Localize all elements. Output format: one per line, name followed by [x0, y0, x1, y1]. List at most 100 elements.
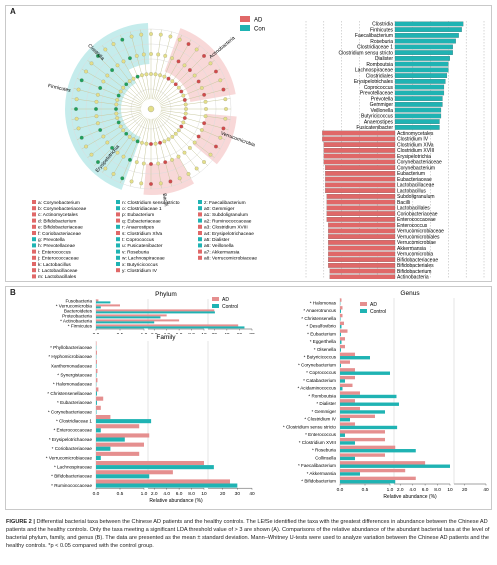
lda-bar-label: Subdoligranulum: [397, 194, 435, 200]
lda-bar: [325, 188, 396, 194]
clado-key-item: c: Actinomycetales: [38, 212, 78, 218]
row-label: * Christensenellaceae: [47, 391, 92, 396]
clado-node: [208, 152, 213, 157]
clado-key-swatch: [116, 243, 120, 248]
clado-node: [139, 181, 144, 186]
lda-bar: [326, 205, 396, 211]
row-label: * Actinobacteria: [60, 319, 92, 324]
clado-node: [192, 73, 197, 78]
bar-ad: [96, 470, 173, 475]
row-label: Fusobacteria: [65, 299, 92, 304]
bar-ad: [340, 321, 344, 326]
clado-key-item: h: Prevotellaceae: [38, 243, 75, 249]
clado-branch: [153, 31, 172, 100]
lda-bar-label: Eubacteriaceae: [397, 177, 432, 183]
tick-label: 10: [201, 491, 207, 497]
clado-node: [131, 76, 136, 81]
row-label: * Olsenella: [314, 347, 337, 352]
bar-ad: [340, 476, 416, 481]
row-label: * Faecalibacterium: [298, 463, 336, 468]
row-label: * Romboutsia: [308, 393, 336, 398]
row-label: * Verrucomicrobiaceae: [46, 455, 93, 460]
tick-label: 0.0: [93, 332, 100, 334]
clado-branch: [73, 111, 142, 130]
clado-node: [95, 92, 100, 97]
bar-ad: [96, 378, 98, 383]
lda-bar: [394, 67, 449, 73]
lda-bar-label: Actinobacteria: [397, 275, 429, 279]
clado-node: [182, 98, 187, 102]
lda-bar: [394, 84, 445, 90]
clado-node: [131, 137, 136, 142]
clado-key-item: t: Coprococcus: [122, 237, 155, 243]
tick-label: 8.0: [434, 487, 441, 493]
row-label: * Firmicutes: [68, 324, 93, 329]
bar-control: [340, 472, 360, 476]
clado-branch: [81, 113, 143, 150]
bar-control: [340, 317, 341, 321]
tick-label: 0.5: [117, 332, 124, 334]
lda-bar-label: Clostridiaceae 1: [357, 45, 393, 51]
clado-node: [139, 32, 144, 37]
clado-node: [124, 82, 129, 87]
clado-node: [134, 53, 139, 58]
clado-node: [121, 128, 126, 133]
clado-node: [79, 78, 84, 83]
clado-branch: [160, 111, 229, 130]
tick-label: 60: [237, 332, 243, 334]
clado-node: [214, 69, 218, 74]
bar-control: [96, 465, 214, 470]
clado-node: [95, 121, 100, 126]
tick-label: 2.0: [397, 487, 404, 493]
bar-control: [340, 456, 355, 461]
clado-node: [128, 157, 132, 162]
clado-node: [170, 134, 175, 139]
clado-key-swatch: [32, 255, 36, 260]
clado-key-swatch: [32, 243, 36, 248]
clado-branch: [156, 45, 200, 102]
clado-node: [135, 139, 140, 144]
bar-ad: [340, 360, 350, 364]
bar-control: [340, 340, 342, 344]
chart-title: Family: [156, 334, 176, 341]
bar-ad: [340, 391, 360, 395]
lda-bar-label: Lachnospiraceae: [355, 68, 393, 74]
lda-bar-label: Erysipelotrichales: [354, 79, 394, 85]
clado-node: [177, 37, 182, 42]
row-label: * Dialister: [316, 401, 336, 406]
bar-ad: [96, 359, 97, 364]
tick-label: 4.0: [163, 332, 170, 334]
bar-ad: [96, 396, 104, 401]
lda-bar-label: Clostridium XlVa: [397, 142, 434, 148]
clado-key-item: i: Enterococcus: [38, 249, 71, 255]
bar-ad: [96, 405, 101, 410]
lda-bar-label: Butyricicoccus: [361, 114, 393, 120]
clado-key-item: a5: Dialister: [204, 237, 230, 243]
clado-key-item: a4: Erysipelotrichaceae: [204, 231, 254, 237]
clado-key-item: a1: Subdoligranulum: [204, 212, 248, 218]
tick-label: 80: [249, 332, 255, 334]
bar-control: [340, 356, 370, 360]
lda-bar-label: Verrucomicrobiae: [397, 240, 436, 246]
clado-node: [134, 160, 139, 165]
clado-key-swatch: [32, 224, 36, 229]
lda-bar: [394, 90, 445, 96]
clado-node: [84, 69, 88, 74]
x-axis-label: Relative abundance (%): [149, 498, 203, 504]
clado-key-item: k: Lactobacillus: [38, 262, 71, 268]
clado-node: [140, 73, 144, 78]
row-label: * Catabacterium: [303, 378, 336, 383]
clado-branch: [81, 68, 143, 105]
clado-node: [168, 179, 173, 184]
legend-label-ad: AD: [222, 297, 229, 303]
bar-ad: [96, 451, 140, 456]
lda-bar: [394, 27, 462, 33]
clado-key-item: f: Coriobacteriaceae: [38, 231, 81, 237]
genus-chart: Genus 0.0 0.5 1.0 2.0 4.0 6.0 8.0 10 20 40 * Halomo…: [283, 290, 489, 500]
clado-key-swatch: [32, 218, 36, 223]
lda-bar-label: Faecalibacterium: [355, 33, 393, 39]
tick-label: 10: [447, 487, 453, 493]
clado-branch: [87, 114, 144, 158]
clado-node: [149, 52, 153, 56]
